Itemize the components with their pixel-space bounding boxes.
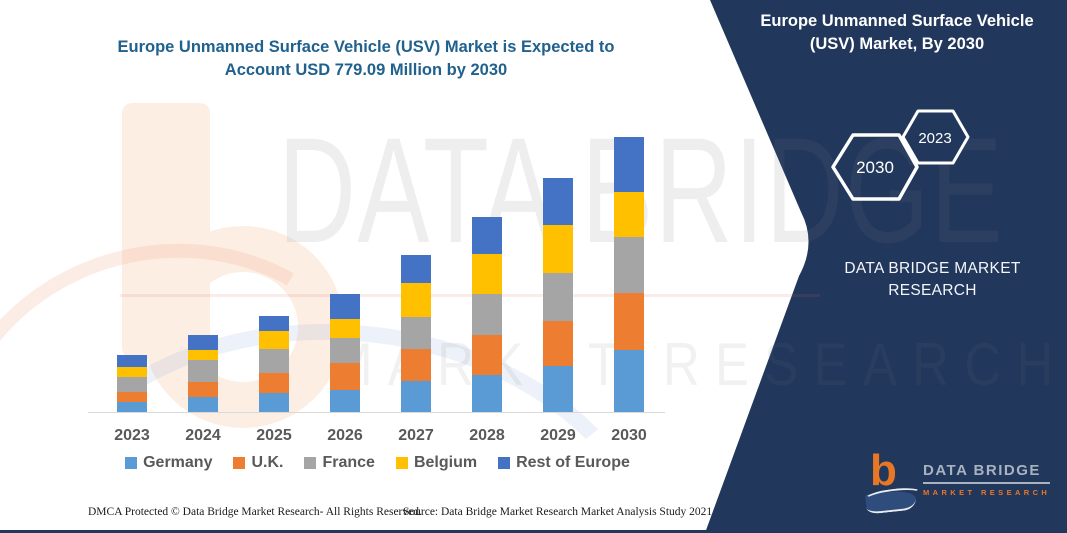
bar-segment-rest-of-europe [401, 254, 431, 283]
hexagon-2023-label: 2023 [918, 130, 951, 147]
tagline-watermark-text: MARKET RESEARCH [330, 331, 1067, 398]
legend-label: France [322, 454, 375, 471]
legend-label: Belgium [413, 454, 478, 471]
bar-segment-belgium [330, 318, 360, 339]
legend-swatch-icon [395, 457, 408, 469]
bar-segment-u-k- [117, 392, 147, 402]
company-logo: b DATA BRIDGE MARKET RESEARCH [863, 446, 1051, 515]
bar-segment-u-k- [188, 382, 218, 398]
bottom-border [0, 530, 1067, 533]
logo-text-block: DATA BRIDGE MARKET RESEARCH [923, 458, 1051, 497]
bar-segment-germany [259, 393, 289, 413]
legend-item-belgium: Belgium [395, 454, 478, 472]
bar-segment-rest-of-europe [117, 355, 147, 368]
plot-area [90, 130, 665, 413]
x-tick-2027: 2027 [398, 427, 434, 444]
legend-swatch-icon [233, 457, 246, 469]
bar-segment-u-k- [401, 349, 431, 382]
bar-2026 [330, 293, 360, 413]
legend-item-france: France [304, 454, 375, 472]
logo-b-glyph: b [870, 446, 897, 495]
org-name: DATA BRIDGE MARKET RESEARCH [844, 260, 1021, 299]
bar-segment-belgium [543, 224, 573, 273]
bar-2027 [401, 254, 431, 413]
bar-segment-france [614, 236, 644, 293]
logo-tagline-text: MARKET RESEARCH [923, 488, 1051, 497]
bar-segment-france [543, 272, 573, 321]
x-tick-2026: 2026 [327, 427, 363, 444]
bar-segment-germany [543, 366, 573, 413]
bar-2024 [188, 335, 218, 413]
bar-segment-france [330, 338, 360, 364]
hexagon-2023 [901, 109, 970, 165]
bar-segment-germany [117, 402, 147, 413]
bar-segment-germany [401, 381, 431, 413]
x-tick-2024: 2024 [185, 427, 221, 444]
bar-segment-germany [614, 349, 644, 413]
panel-title: Europe Unmanned Surface Vehicle (USV) Ma… [760, 12, 1034, 53]
bar-2025 [259, 315, 289, 413]
bar-segment-france [259, 348, 289, 374]
bar-2023 [117, 355, 147, 413]
x-axis-labels: 2023 2024 2025 2026 2027 2028 2029 2030 [90, 427, 665, 449]
bar-segment-belgium [117, 367, 147, 378]
x-tick-2023: 2023 [114, 427, 150, 444]
bar-segment-germany [330, 390, 360, 413]
bar-segment-rest-of-europe [330, 293, 360, 319]
x-axis-line [88, 412, 665, 413]
footer-dmca-text: DMCA Protected © Data Bridge Market Rese… [88, 506, 422, 518]
footer-source-text: Source: Data Bridge Market Research Mark… [403, 506, 713, 518]
bar-segment-rest-of-europe [259, 315, 289, 331]
bar-segment-germany [472, 375, 502, 413]
bar-segment-u-k- [259, 373, 289, 394]
bar-segment-belgium [259, 330, 289, 349]
legend-label: U.K. [251, 454, 284, 471]
legend-item-rest-of-europe: Rest of Europe [498, 454, 630, 472]
hexagon-badges: 2030 2023 [831, 109, 970, 201]
legend-label: Rest of Europe [516, 454, 630, 471]
legend-item-germany: Germany [125, 454, 212, 472]
hexagon-2030 [831, 133, 919, 201]
bar-segment-france [117, 377, 147, 393]
bar-segment-rest-of-europe [614, 137, 644, 192]
bar-segment-rest-of-europe [543, 178, 573, 225]
x-tick-2029: 2029 [540, 427, 576, 444]
bar-2030 [614, 137, 644, 413]
bar-segment-belgium [401, 282, 431, 318]
hexagon-2030-label: 2030 [856, 158, 894, 177]
chart-title: Europe Unmanned Surface Vehicle (USV) Ma… [117, 38, 615, 79]
legend-swatch-icon [498, 457, 511, 469]
legend-label: Germany [143, 454, 213, 471]
bar-segment-germany [188, 397, 218, 413]
bar-segment-u-k- [330, 363, 360, 390]
legend-item-u-k-: U.K. [233, 454, 283, 472]
x-tick-2025: 2025 [256, 427, 292, 444]
brand-watermark-underline [120, 294, 820, 297]
bar-segment-belgium [472, 253, 502, 294]
bar-segment-rest-of-europe [472, 217, 502, 254]
chart-legend: Germany U.K. France Belgium Rest of Europe [90, 454, 665, 472]
bar-segment-u-k- [614, 292, 644, 350]
logo-brand-text: DATA BRIDGE [923, 462, 1051, 484]
bar-2028 [472, 217, 502, 413]
bar-segment-u-k- [472, 335, 502, 376]
bar-segment-france [401, 317, 431, 350]
logo-mark-icon: b [863, 446, 923, 515]
bar-segment-rest-of-europe [188, 335, 218, 351]
legend-swatch-icon [125, 457, 138, 469]
x-tick-2030: 2030 [611, 427, 647, 444]
bar-segment-u-k- [543, 320, 573, 367]
bar-2029 [543, 178, 573, 413]
bar-segment-belgium [188, 350, 218, 361]
bar-segment-belgium [614, 191, 644, 237]
bar-segment-france [472, 293, 502, 336]
legend-swatch-icon [304, 457, 317, 469]
bar-segment-france [188, 360, 218, 383]
x-tick-2028: 2028 [469, 427, 505, 444]
